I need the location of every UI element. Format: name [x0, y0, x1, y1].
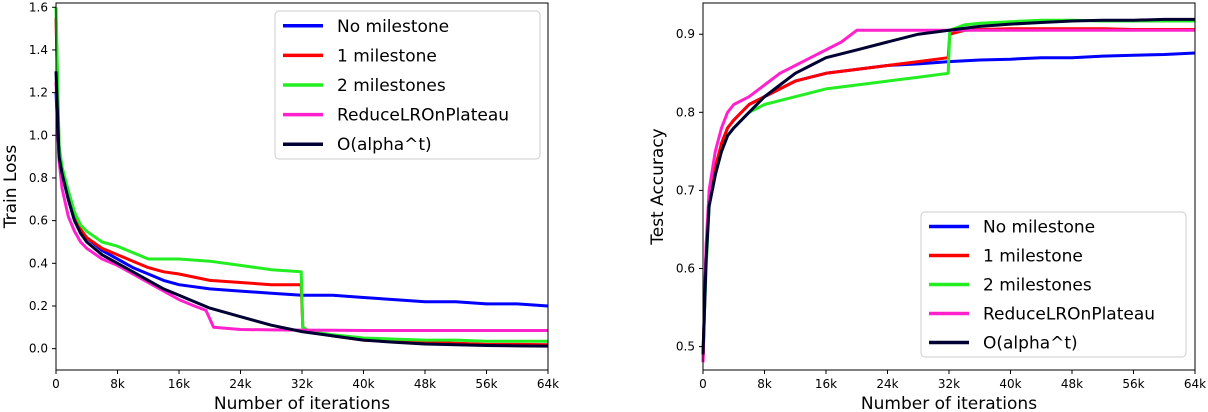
x-tick-label: 56k [1122, 377, 1144, 391]
y-tick-label: 0.5 [676, 340, 695, 354]
legend-label: No milestone [337, 17, 449, 37]
y-tick-label: 0.8 [676, 105, 695, 119]
y-tick-label: 1.6 [29, 0, 48, 14]
x-tick-label: 56k [475, 377, 497, 391]
legend: No milestone 1 milestone 2 milestones Reduc… [274, 10, 541, 160]
y-tick-label: 1.0 [29, 128, 48, 142]
series-line-4 [54, 81, 548, 332]
chart-1: 0 8k 16k 24k 32k 40k 48k 56k 64k 0.0 0.2 0.4 0.6 0.8 1… [1, 0, 559, 412]
x-tick-label: 64k [537, 377, 559, 391]
x-tick-label: 48k [1061, 377, 1083, 391]
legend-label: 2 milestones [337, 76, 446, 96]
y-tick-label: 0.2 [29, 299, 48, 313]
legend-label: No milestone [983, 218, 1095, 238]
x-tick-label: 48k [414, 377, 436, 391]
legend-label: ReduceLROnPlateau [983, 305, 1155, 325]
x-tick-label: 32k [938, 377, 960, 391]
legend-label: 1 milestone [983, 247, 1083, 267]
x-tick-label: 0 [52, 377, 60, 391]
x-tick-label: 16k [815, 377, 837, 391]
y-axis-label: Train Loss [1, 145, 21, 230]
x-tick-label: 24k [876, 377, 898, 391]
y-tick-label: 0.8 [29, 171, 48, 185]
y-tick-label: 1.4 [29, 43, 48, 57]
y-axis-label: Test Accuracy [648, 128, 668, 246]
series-line-4 [701, 28, 1195, 363]
legend-label: O(alpha^t) [337, 135, 432, 155]
legend-label: 1 milestone [337, 46, 437, 66]
x-tick-label: 0 [699, 377, 707, 391]
legend-label: ReduceLROnPlateau [337, 106, 509, 126]
y-tick-label: 0.9 [676, 27, 695, 41]
x-tick-label: 16k [168, 377, 190, 391]
y-tick-label: 0.4 [29, 256, 48, 270]
x-axis-label: Number of iterations [861, 394, 1037, 412]
legend-label: 2 milestones [983, 276, 1092, 296]
chart-2: 0 8k 16k 24k 32k 40k 48k 56k 64k 0.5 0.6 0.7 0.8 0.9 N… [648, 2, 1206, 412]
legend-box [920, 211, 1187, 358]
y-tick-label: 0.6 [29, 214, 48, 228]
legend-label: O(alpha^t) [983, 334, 1078, 354]
x-tick-label: 32k [291, 377, 313, 391]
x-tick-label: 8k [757, 377, 772, 391]
series-line-5 [54, 71, 549, 348]
legend-box [274, 10, 541, 160]
x-tick-label: 40k [999, 377, 1021, 391]
x-tick-label: 8k [110, 377, 125, 391]
x-axis-label: Number of iterations [214, 394, 390, 412]
y-tick-label: 0.0 [29, 342, 48, 356]
x-tick-label: 64k [1184, 377, 1206, 391]
y-tick-label: 1.2 [29, 86, 48, 100]
legend: No milestone 1 milestone 2 milestones Reduc… [920, 211, 1187, 358]
y-tick-label: 0.6 [676, 261, 695, 275]
series-line-3 [54, 7, 548, 343]
x-tick-label: 40k [352, 377, 374, 391]
series-line-5 [701, 17, 1195, 355]
y-tick-label: 0.7 [676, 183, 695, 197]
x-tick-label: 24k [229, 377, 251, 391]
